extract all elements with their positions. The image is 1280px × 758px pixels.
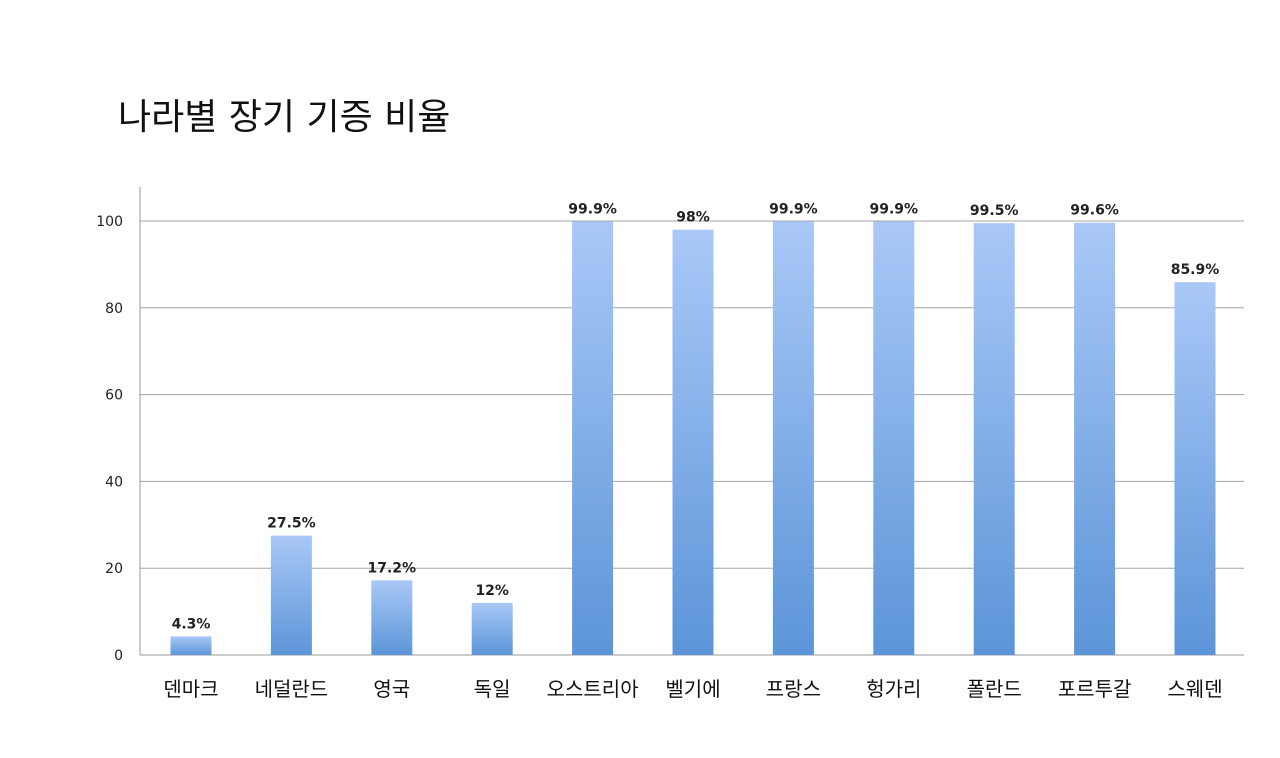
bar [371, 580, 413, 655]
y-tick-label: 20 [105, 561, 123, 577]
bar [572, 221, 614, 655]
data-label: 85.9% [1171, 262, 1220, 278]
x-tick-label: 폴란드 [967, 677, 1022, 701]
bar [471, 602, 513, 655]
bars [170, 221, 1216, 656]
bar [873, 221, 915, 655]
x-tick-label: 벨기에 [665, 677, 720, 701]
x-tick-label: 덴마크 [163, 677, 218, 701]
y-tick-label: 60 [105, 388, 123, 404]
bar [772, 221, 814, 655]
bar [672, 229, 714, 655]
data-label: 27.5% [267, 516, 316, 532]
axes: 0 20 40 60 80 100 [96, 187, 1244, 664]
data-labels: 4.3% 27.5% 17.2% 12% 99.9% 98% 99.9% 99.9% 99.5%… [172, 201, 1220, 632]
data-label: 4.3% [172, 616, 211, 632]
bar [1174, 282, 1216, 655]
bar [270, 535, 312, 655]
x-tick-label: 스웨덴 [1167, 677, 1222, 701]
x-tick-label: 포르투갈 [1058, 677, 1132, 701]
data-label: 99.9% [870, 201, 919, 217]
y-tick-label: 100 [96, 214, 123, 230]
bar [1074, 222, 1116, 655]
x-axis-labels: 덴마크 네덜란드 영국 독일 오스트리아 벨기에 프랑스 헝가리 폴란드 포르투갈 스웨덴 [163, 677, 1222, 701]
y-tick-label: 0 [114, 648, 123, 664]
x-tick-label: 영국 [373, 677, 410, 701]
data-label: 99.9% [769, 201, 818, 217]
x-tick-label: 독일 [474, 677, 511, 701]
y-tick-label: 80 [105, 301, 123, 317]
chart-title: 나라별 장기 기증 비율 [118, 97, 451, 138]
x-tick-label: 프랑스 [766, 677, 821, 701]
data-label: 17.2% [368, 560, 417, 576]
data-label: 99.5% [970, 203, 1019, 219]
bar [170, 636, 212, 655]
data-label: 99.9% [568, 201, 617, 217]
x-tick-label: 네덜란드 [255, 677, 329, 701]
data-label: 98% [676, 210, 710, 226]
x-tick-label: 오스트리아 [547, 677, 639, 701]
bar [973, 223, 1015, 656]
y-tick-label: 40 [105, 474, 123, 490]
data-label: 12% [475, 583, 509, 599]
x-tick-label: 헝가리 [866, 677, 921, 701]
data-label: 99.6% [1070, 203, 1119, 219]
